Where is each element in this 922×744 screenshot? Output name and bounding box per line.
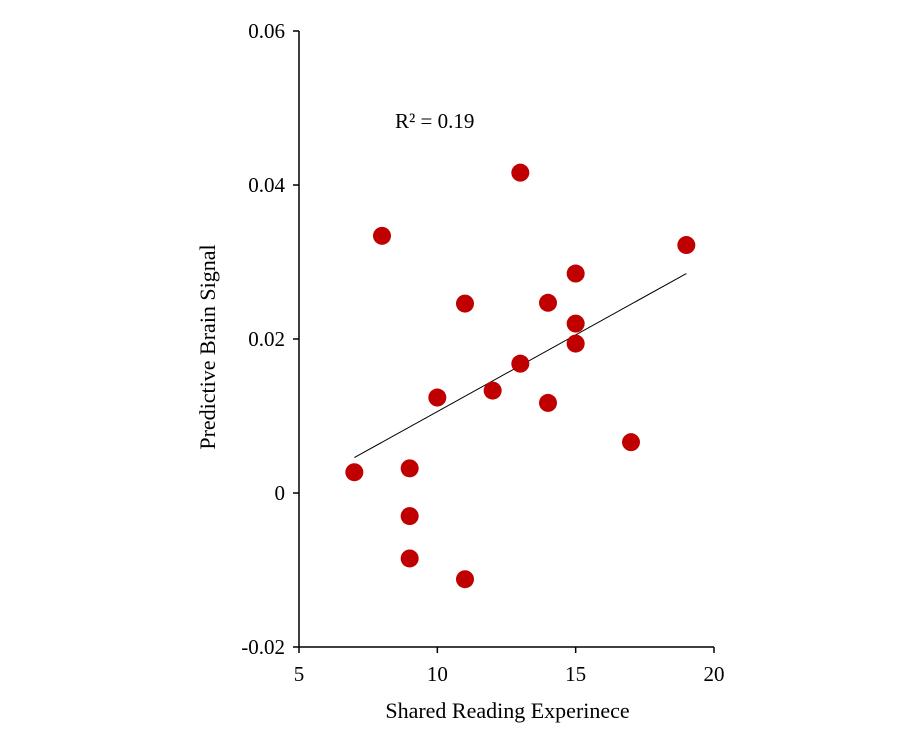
y-tick-label: 0.04: [248, 173, 285, 197]
data-point: [400, 549, 419, 568]
axes: -0.02 0 0.02 0.04 0.06 5 10 15 20: [241, 19, 724, 686]
r-squared-annotation: R² = 0.19: [395, 109, 474, 133]
data-point: [566, 264, 585, 283]
x-tick-label: 20: [704, 662, 725, 686]
data-point: [373, 226, 391, 245]
data-point: [539, 293, 557, 312]
data-point: [539, 393, 557, 412]
data-point: [511, 354, 530, 373]
data-point: [456, 294, 474, 313]
x-axis-title: Shared Reading Experinece: [385, 698, 629, 723]
y-tick-label: 0.02: [248, 327, 285, 351]
y-axis-title: Predictive Brain Signal: [195, 244, 220, 449]
data-point: [566, 314, 585, 333]
x-tick-label: 15: [565, 662, 586, 686]
x-tick-label: 5: [294, 662, 305, 686]
data-point: [428, 388, 447, 407]
data-point: [345, 463, 364, 482]
y-tick-label: 0.06: [248, 19, 285, 43]
data-point: [456, 570, 474, 589]
x-tick-label: 10: [427, 662, 448, 686]
data-point: [483, 381, 502, 400]
y-tick-label: -0.02: [241, 635, 285, 659]
data-point: [677, 236, 696, 255]
data-point: [566, 334, 585, 353]
data-point: [622, 433, 640, 452]
data-points: [345, 163, 696, 589]
data-point: [400, 459, 419, 478]
y-tick-label: 0: [275, 481, 286, 505]
data-point: [511, 163, 530, 182]
data-point: [400, 507, 419, 526]
